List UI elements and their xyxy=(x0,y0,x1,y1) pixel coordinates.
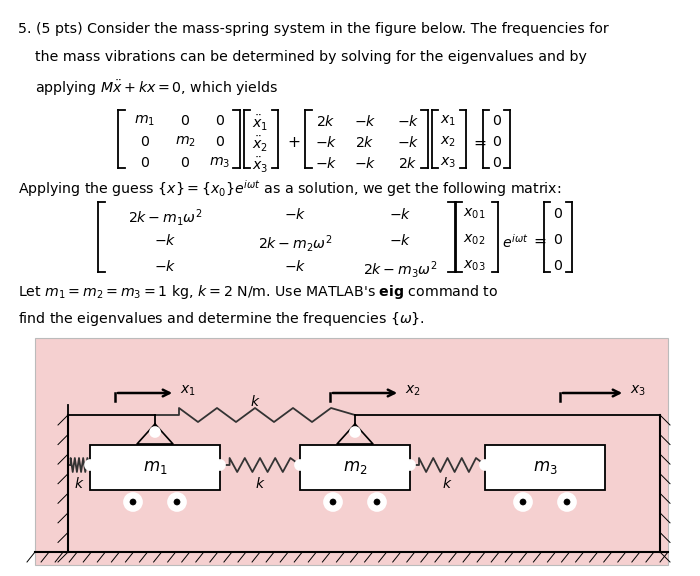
Bar xyxy=(300,445,410,490)
Circle shape xyxy=(85,460,95,470)
Circle shape xyxy=(168,493,186,511)
Text: Let $m_1 = m_2 = m_3 = 1$ kg, $k = 2$ N/m. Use MATLAB's $\mathbf{eig}$ command t: Let $m_1 = m_2 = m_3 = 1$ kg, $k = 2$ N/… xyxy=(18,283,498,301)
Text: $-k$: $-k$ xyxy=(315,135,337,150)
Text: $-k$: $-k$ xyxy=(354,156,376,171)
Text: $k$: $k$ xyxy=(255,476,265,491)
Text: $-k$: $-k$ xyxy=(389,233,411,248)
Text: $0$: $0$ xyxy=(140,135,150,149)
Text: $2k$: $2k$ xyxy=(355,135,374,150)
Text: $0$: $0$ xyxy=(140,156,150,170)
Text: Applying the guess $\{x\} = \{x_0\}e^{i\omega t}$ as a solution, we get the foll: Applying the guess $\{x\} = \{x_0\}e^{i\… xyxy=(18,178,561,199)
Text: $0$: $0$ xyxy=(180,156,190,170)
Circle shape xyxy=(330,499,336,505)
Text: $2k - m_3\omega^2$: $2k - m_3\omega^2$ xyxy=(363,259,438,280)
Text: applying $M\ddot{x} + kx = 0$, which yields: applying $M\ddot{x} + kx = 0$, which yie… xyxy=(35,78,278,98)
Text: $m_1$: $m_1$ xyxy=(143,458,167,476)
Text: $m_3$: $m_3$ xyxy=(209,156,230,170)
Circle shape xyxy=(374,499,380,505)
Text: $-k$: $-k$ xyxy=(284,259,306,274)
Text: $x_2$: $x_2$ xyxy=(405,384,421,398)
Text: $\ddot{x}_3$: $\ddot{x}_3$ xyxy=(252,156,268,175)
Text: $x_{02}$: $x_{02}$ xyxy=(463,233,485,248)
Text: $2k$: $2k$ xyxy=(316,114,336,129)
Text: $\ddot{x}_2$: $\ddot{x}_2$ xyxy=(252,135,268,154)
Text: $k$: $k$ xyxy=(74,476,84,491)
Text: $x_1$: $x_1$ xyxy=(440,114,456,128)
Text: $-k$: $-k$ xyxy=(284,207,306,222)
Circle shape xyxy=(558,493,576,511)
Text: $0$: $0$ xyxy=(553,259,563,273)
Text: $0$: $0$ xyxy=(492,114,502,128)
Circle shape xyxy=(130,499,136,505)
Circle shape xyxy=(480,460,490,470)
Text: $k$: $k$ xyxy=(250,395,260,410)
Circle shape xyxy=(295,460,305,470)
Text: $0$: $0$ xyxy=(215,114,225,128)
Text: the mass vibrations can be determined by solving for the eigenvalues and by: the mass vibrations can be determined by… xyxy=(35,50,587,64)
Text: $e^{i\omega t}$: $e^{i\omega t}$ xyxy=(502,233,528,251)
Bar xyxy=(485,445,605,490)
Circle shape xyxy=(514,493,532,511)
Text: $-k$: $-k$ xyxy=(154,233,176,248)
Text: $m_2$: $m_2$ xyxy=(343,458,368,476)
Text: $-k$: $-k$ xyxy=(397,135,419,150)
Text: find the eigenvalues and determine the frequencies $\{\omega\}$.: find the eigenvalues and determine the f… xyxy=(18,310,425,328)
Circle shape xyxy=(405,460,415,470)
Text: $-k$: $-k$ xyxy=(315,156,337,171)
Text: $0$: $0$ xyxy=(492,156,502,170)
Text: $x_2$: $x_2$ xyxy=(440,135,456,149)
Bar xyxy=(90,445,220,490)
Circle shape xyxy=(350,427,360,437)
Text: $2k - m_2\omega^2$: $2k - m_2\omega^2$ xyxy=(258,233,332,254)
Text: $0$: $0$ xyxy=(492,135,502,149)
Text: $x_{03}$: $x_{03}$ xyxy=(463,259,485,274)
Text: 5. (5 pts) Consider the mass-spring system in the figure below. The frequencies : 5. (5 pts) Consider the mass-spring syst… xyxy=(18,22,609,36)
Text: $0$: $0$ xyxy=(553,233,563,247)
Text: $x_3$: $x_3$ xyxy=(440,156,456,170)
Circle shape xyxy=(564,499,570,505)
Circle shape xyxy=(368,493,386,511)
Circle shape xyxy=(124,493,142,511)
Circle shape xyxy=(174,499,180,505)
Text: $\ddot{x}_1$: $\ddot{x}_1$ xyxy=(252,114,268,133)
Text: $-k$: $-k$ xyxy=(154,259,176,274)
Text: $=$: $=$ xyxy=(470,135,486,150)
Text: $-k$: $-k$ xyxy=(397,114,419,129)
Text: $k$: $k$ xyxy=(442,476,453,491)
Text: $m_3$: $m_3$ xyxy=(533,458,557,476)
Circle shape xyxy=(150,427,160,437)
Circle shape xyxy=(324,493,342,511)
Text: $2k - m_1\omega^2$: $2k - m_1\omega^2$ xyxy=(127,207,202,228)
Text: $-k$: $-k$ xyxy=(389,207,411,222)
Text: $=$: $=$ xyxy=(530,233,546,248)
Text: $x_{01}$: $x_{01}$ xyxy=(463,207,485,221)
Text: $x_1$: $x_1$ xyxy=(180,384,196,398)
Text: $0$: $0$ xyxy=(553,207,563,221)
Circle shape xyxy=(215,460,225,470)
Text: $0$: $0$ xyxy=(180,114,190,128)
Text: $0$: $0$ xyxy=(215,135,225,149)
Circle shape xyxy=(520,499,526,505)
Text: $m_2$: $m_2$ xyxy=(174,135,195,149)
Text: $x_3$: $x_3$ xyxy=(630,384,646,398)
Text: $-k$: $-k$ xyxy=(354,114,376,129)
Text: $2k$: $2k$ xyxy=(398,156,418,171)
Text: $+$: $+$ xyxy=(287,135,301,150)
Text: $m_1$: $m_1$ xyxy=(134,114,155,128)
Bar xyxy=(35,338,668,565)
